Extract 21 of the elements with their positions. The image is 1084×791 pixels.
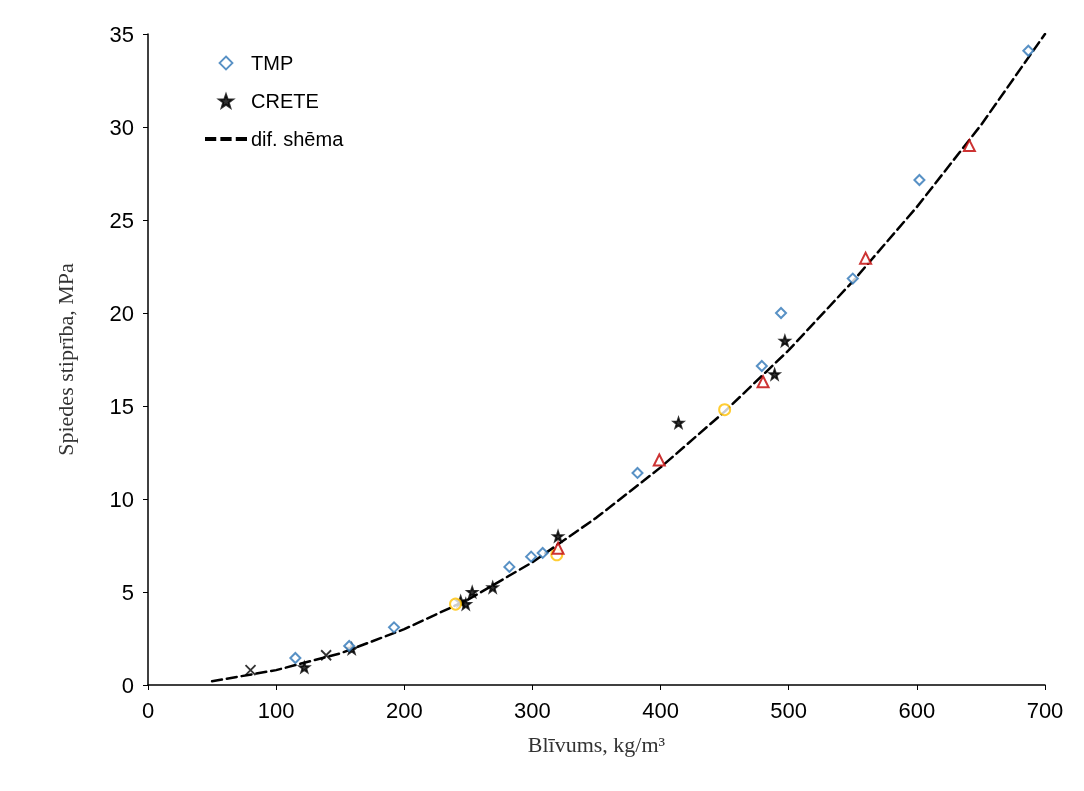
y-axis-title: Spiedes stiprība, MPa xyxy=(52,263,78,456)
x-tick-label: 100 xyxy=(257,697,295,723)
y-tick-label: 15 xyxy=(109,393,134,419)
x-tick-label: 400 xyxy=(642,697,679,723)
x-axis-title: Blīvums, kg/m³ xyxy=(527,731,666,757)
y-tick-label: 30 xyxy=(109,114,134,140)
x-tick-label: 300 xyxy=(514,697,551,723)
x-tick-label: 600 xyxy=(898,697,936,723)
y-tick-label: 25 xyxy=(109,207,134,233)
y-tick-label: 35 xyxy=(109,21,134,47)
x-tick-label: 500 xyxy=(770,697,808,723)
y-tick-label: 20 xyxy=(109,300,134,326)
legend-label: TMP xyxy=(251,52,294,74)
x-tick-label: 700 xyxy=(1026,697,1064,723)
legend-label: CRETE xyxy=(251,90,319,112)
y-tick-label: 5 xyxy=(121,579,134,605)
legend-label: dif. shēma xyxy=(251,128,345,150)
y-tick-label: 10 xyxy=(109,486,134,512)
x-tick-label: 200 xyxy=(385,697,423,723)
y-tick-label: 0 xyxy=(121,672,134,698)
x-tick-label: 0 xyxy=(141,697,155,723)
